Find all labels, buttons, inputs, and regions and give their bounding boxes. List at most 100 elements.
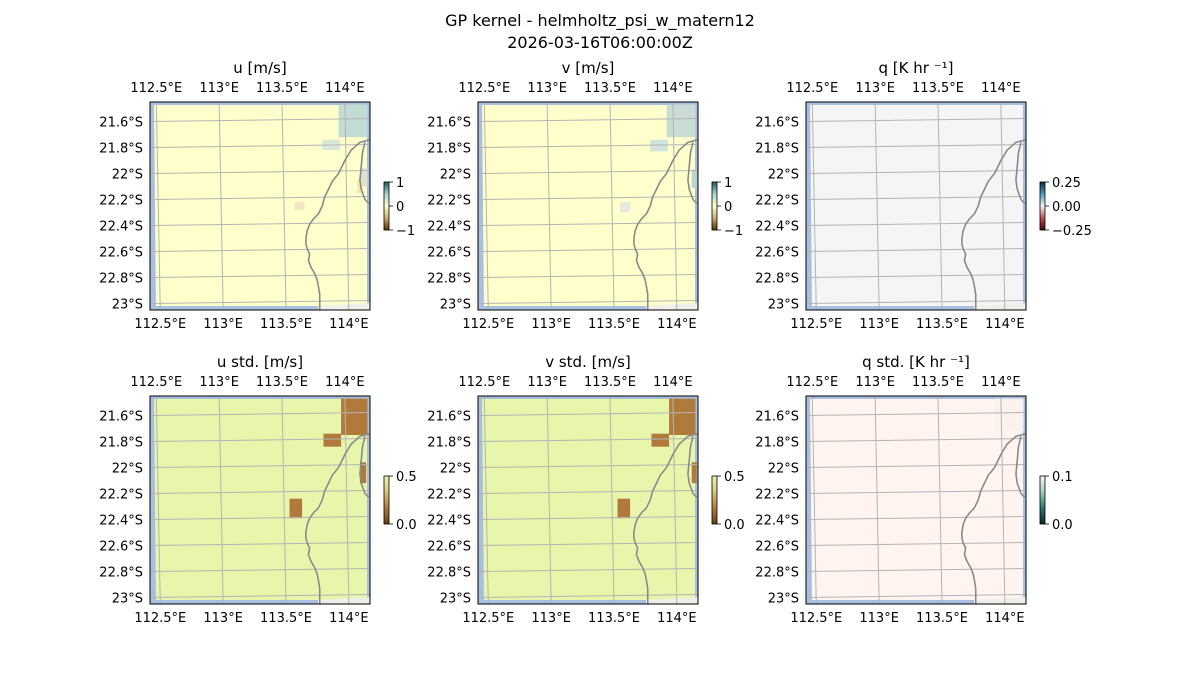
y-tick: 23°S (440, 298, 471, 313)
y-tick: 21.8°S (99, 142, 143, 157)
y-tick: 21.8°S (755, 142, 799, 157)
coastline (961, 432, 1026, 604)
gridline-lat-1 (478, 412, 698, 416)
ocean-edge-bottom (806, 600, 974, 604)
gridline-lat-6 (806, 248, 1026, 252)
gridline-lon-2 (874, 102, 880, 310)
x-tick-bottom: 113°E (203, 317, 243, 332)
gridline-lat-3 (150, 170, 370, 174)
y-tick: 22.6°S (427, 540, 471, 555)
field-patch-4 (620, 202, 631, 213)
gridline-lat-7 (806, 568, 1026, 572)
axes-frame (805, 395, 1027, 605)
gridline-lon-2 (546, 102, 552, 310)
x-tick-bottom: 113.5°E (260, 317, 312, 332)
gridline-lon-1 (483, 102, 489, 310)
panel-title: u std. [m/s] (217, 353, 303, 371)
gridline-lat-2 (478, 438, 698, 442)
y-tick: 22.6°S (427, 246, 471, 261)
panel-title: u [m/s] (233, 59, 286, 77)
y-tick: 21.6°S (427, 116, 471, 131)
x-tick-top: 113°E (855, 375, 895, 390)
gridline-lon-1 (811, 396, 817, 604)
x-tick-bottom: 113.5°E (916, 611, 968, 626)
gridline-lat-1 (806, 412, 1026, 416)
y-tick: 22.6°S (755, 246, 799, 261)
gridline-lat-7 (150, 568, 370, 572)
x-tick-bottom: 113.5°E (916, 317, 968, 332)
gridline-lon-4 (672, 102, 678, 310)
gridline-lat-4 (806, 490, 1026, 494)
gridline-lat-4 (478, 490, 698, 494)
gridline-lat-1 (150, 412, 370, 416)
gridline-lon-4 (344, 102, 350, 310)
x-tick-top: 114°E (981, 81, 1021, 96)
colorbar (383, 181, 390, 231)
colorbar (1039, 181, 1046, 231)
gridline-lat-7 (806, 274, 1026, 278)
x-tick-top: 114°E (653, 375, 693, 390)
y-tick: 21.8°S (99, 436, 143, 451)
field-patch-1 (994, 398, 1024, 432)
coastline (633, 432, 698, 604)
gridline-lat-8 (150, 594, 370, 598)
coastline (633, 138, 698, 310)
panel-body (806, 102, 1026, 310)
x-tick-bottom: 113°E (859, 611, 899, 626)
colorbar (383, 475, 390, 525)
ocean-edge-left (478, 102, 484, 310)
colorbar-tick-label: −1 (396, 224, 415, 239)
y-tick: 22.4°S (427, 514, 471, 529)
y-tick: 22.2°S (755, 488, 799, 503)
y-tick: 23°S (112, 298, 143, 313)
x-tick-top: 113.5°E (256, 375, 308, 390)
field-background (806, 396, 1026, 604)
x-tick-bottom: 113°E (531, 317, 571, 332)
x-tick-top: 113.5°E (912, 81, 964, 96)
field-patch-3 (691, 169, 697, 188)
gridline-lat-4 (150, 196, 370, 200)
x-tick-bottom: 114°E (985, 611, 1025, 626)
ocean-edge-bottom (478, 600, 646, 604)
x-tick-bottom: 112.5°E (134, 317, 186, 332)
land-strip (646, 597, 698, 604)
figure-title-line-2: 2026-03-16T06:00:00Z (507, 33, 693, 52)
x-tick-top: 114°E (325, 81, 365, 96)
colorbar-tick-label: 0.25 (1052, 176, 1081, 191)
land-strip (318, 597, 370, 604)
y-tick: 22.6°S (99, 246, 143, 261)
y-tick: 22°S (112, 168, 143, 183)
y-tick: 22.8°S (427, 272, 471, 287)
colorbar-tick-label: 0 (724, 200, 732, 215)
x-tick-bottom: 113°E (859, 317, 899, 332)
colorbar (711, 181, 718, 231)
colorbar-tick-label: 0.5 (724, 470, 745, 485)
panel-title: q std. [K hr ⁻¹] (862, 353, 970, 371)
x-tick-top: 113.5°E (584, 375, 636, 390)
gridline-lat-3 (806, 170, 1026, 174)
x-tick-bottom: 113°E (203, 611, 243, 626)
land-strip (318, 303, 370, 310)
coastline-peninsula (687, 436, 698, 498)
colorbar-tick-label: 0.0 (1052, 518, 1073, 533)
x-tick-top: 114°E (653, 81, 693, 96)
y-tick: 21.6°S (99, 410, 143, 425)
ocean-edge-left (478, 396, 484, 604)
colorbar-tick-label: 1 (396, 176, 404, 191)
y-tick: 22.4°S (99, 514, 143, 529)
colorbar (711, 475, 718, 525)
x-tick-bottom: 114°E (329, 317, 369, 332)
x-tick-top: 113°E (855, 81, 895, 96)
gridline-lat-5 (478, 516, 698, 520)
field-patch-2 (650, 139, 668, 152)
field-patch-4 (357, 180, 363, 193)
x-tick-bottom: 114°E (985, 317, 1025, 332)
colorbar-tick-label: 0.0 (396, 518, 417, 533)
land-strip (646, 303, 698, 310)
gridline-lon-1 (811, 102, 817, 310)
coastline (305, 138, 370, 310)
colorbar-tick-label: 0.00 (1052, 200, 1081, 215)
y-tick: 21.8°S (427, 436, 471, 451)
y-tick: 22.2°S (755, 194, 799, 209)
panel-body (478, 102, 698, 310)
